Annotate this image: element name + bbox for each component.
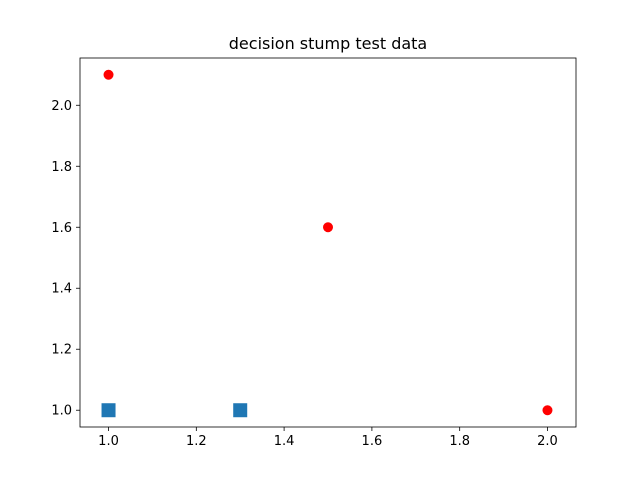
x-tick-label: 1.0 — [98, 434, 119, 449]
y-tick-label: 1.8 — [51, 160, 72, 175]
x-tick-label: 1.8 — [449, 434, 470, 449]
data-point-circle — [542, 405, 553, 416]
plot-area: 1.0 1.2 1.4 1.6 1.8 2.0 1.0 1.2 1.4 1.6 1.8 2.0 — [51, 57, 577, 449]
axes-frame — [79, 57, 577, 428]
data-point-square — [101, 403, 116, 418]
data-point-square — [233, 403, 248, 418]
x-tick-label: 1.4 — [274, 434, 295, 449]
y-tick-label: 1.6 — [51, 221, 72, 236]
chart-title: decision stump test data — [229, 34, 427, 53]
y-tick-label: 2.0 — [51, 99, 72, 114]
x-tick-label: 1.2 — [186, 434, 207, 449]
y-tick-label: 1.2 — [51, 343, 72, 358]
data-point-circle — [323, 222, 333, 233]
x-tick-label: 1.6 — [362, 434, 383, 449]
y-tick-label: 1.4 — [51, 282, 72, 297]
data-point-circle — [103, 69, 114, 80]
x-tick-label: 2.0 — [537, 434, 558, 449]
y-tick-label: 1.0 — [51, 404, 72, 419]
